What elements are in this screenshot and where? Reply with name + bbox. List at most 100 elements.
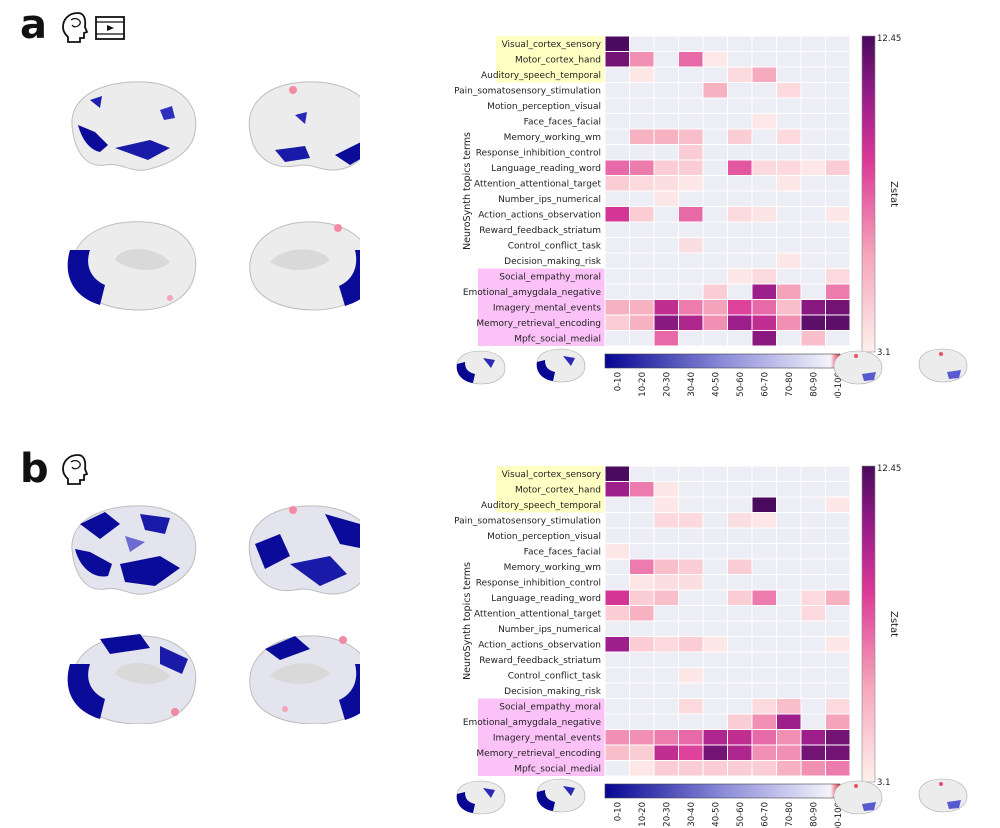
column-label: 0-10: [613, 372, 623, 391]
left-medial-brain: [67, 221, 197, 311]
heatmap-cell: [702, 175, 728, 192]
heatmap-cell: [751, 605, 777, 622]
heatmap-cell: [751, 66, 777, 83]
heatmap-cell: [800, 97, 826, 114]
heatmap-cell: [678, 159, 704, 176]
heatmap-cell: [702, 97, 728, 114]
heatmap-cell: [727, 512, 753, 529]
heatmap-cell: [825, 713, 851, 730]
heatmap-cell: [751, 512, 777, 529]
heatmap-cell: [776, 527, 802, 544]
heatmap-cell: [751, 206, 777, 223]
row-label: Imagery_mental_events: [493, 304, 601, 314]
heatmap-cell: [800, 543, 826, 560]
heatmap-cell: [800, 35, 826, 52]
heatmap-cell: [727, 283, 753, 300]
head-icon: [62, 12, 89, 43]
row-label: Language_reading_word: [491, 164, 601, 174]
heatmap-cell: [653, 159, 679, 176]
heatmap-cell: [678, 512, 704, 529]
heatmap-cell: [678, 66, 704, 83]
brain-surface-views: [67, 81, 360, 311]
heatmap-cell: [678, 190, 704, 207]
heatmap-cell: [604, 128, 630, 145]
row-label: Attention_attentional_target: [474, 180, 601, 190]
highlight-social-rows: [478, 698, 605, 776]
row-label: Motion_perception_visual: [487, 532, 601, 542]
heatmap-cell: [800, 496, 826, 513]
y-axis-label: NeuroSynth topics terms: [462, 562, 473, 680]
heatmap-cell: [825, 760, 851, 777]
heatmap-cell: [678, 283, 704, 300]
heatmap-cell: [751, 496, 777, 513]
heatmap-cell: [825, 496, 851, 513]
heatmap-cell: [702, 330, 728, 347]
heatmap-cell: [653, 82, 679, 99]
heatmap-cell: [825, 465, 851, 482]
heatmap-cell: [800, 574, 826, 591]
column-label: 40-50: [711, 802, 721, 827]
heatmap-cell: [776, 543, 802, 560]
heatmap-cell: [653, 667, 679, 684]
heatmap-cell: [800, 206, 826, 223]
heatmap-cell: [629, 159, 655, 176]
heatmap-cell: [825, 299, 851, 316]
heatmap-cell: [751, 636, 777, 653]
heatmap-cell: [727, 667, 753, 684]
row-label: Response_inhibition_control: [476, 149, 601, 159]
heatmap-cell: [678, 636, 704, 653]
heatmap-cell: [702, 729, 728, 746]
row-label: Pain_somatosensory_stimulation: [454, 87, 601, 97]
heatmap-cell: [825, 66, 851, 83]
heatmap-cell: [702, 252, 728, 269]
highlight-sensory-rows: [496, 36, 605, 83]
heatmap-cell: [825, 51, 851, 68]
heatmap-cells: [604, 465, 851, 777]
heatmap-cell: [825, 221, 851, 238]
heatmap-cell: [727, 35, 753, 52]
heatmap-cell: [653, 574, 679, 591]
heatmap-cell: [751, 51, 777, 68]
heatmap-cell: [727, 698, 753, 715]
heatmap-cell: [825, 527, 851, 544]
heatmap-cell: [604, 543, 630, 560]
row-label: Visual_cortex_sensory: [502, 40, 602, 50]
heatmap-cell: [702, 144, 728, 161]
heatmap-cell: [727, 589, 753, 606]
heatmap-cell: [702, 128, 728, 145]
heatmap-cell: [604, 667, 630, 684]
row-label: Face_faces_facial: [524, 118, 601, 128]
brain-thumb-left-medial: [456, 780, 506, 815]
heatmap-cell: [800, 698, 826, 715]
row-label: Decision_making_risk: [504, 257, 602, 267]
heatmap-cell: [653, 496, 679, 513]
row-label: Attention_attentional_target: [474, 610, 601, 620]
colorbar: [861, 35, 876, 353]
heatmap-cell: [727, 760, 753, 777]
heatmap-cell: [629, 527, 655, 544]
heatmap-cell: [629, 82, 655, 99]
heatmap-cell: [751, 283, 777, 300]
heatmap-cell: [604, 682, 630, 699]
heatmap-cell: [825, 237, 851, 254]
heatmap-cell: [776, 35, 802, 52]
heatmap-cell: [629, 190, 655, 207]
heatmap-cell: [702, 512, 728, 529]
right-lateral-brain: [248, 505, 360, 595]
heatmap-cell: [702, 682, 728, 699]
heatmap-cell: [653, 252, 679, 269]
gradient-bar: [604, 783, 841, 799]
row-label: Motor_cortex_hand: [515, 486, 601, 496]
heatmap-cell: [825, 252, 851, 269]
heatmap-cell: [653, 543, 679, 560]
heatmap-cell: [727, 175, 753, 192]
heatmap-cell: [604, 314, 630, 331]
heatmap-cell: [751, 465, 777, 482]
heatmap-cell: [727, 268, 753, 285]
row-label: Reward_feedback_striatum: [479, 226, 601, 236]
row-label: Social_empathy_moral: [499, 703, 601, 713]
heatmap-cell: [629, 667, 655, 684]
heatmap-cell: [776, 283, 802, 300]
heatmap-cell: [776, 713, 802, 730]
heatmap-cell: [604, 113, 630, 130]
